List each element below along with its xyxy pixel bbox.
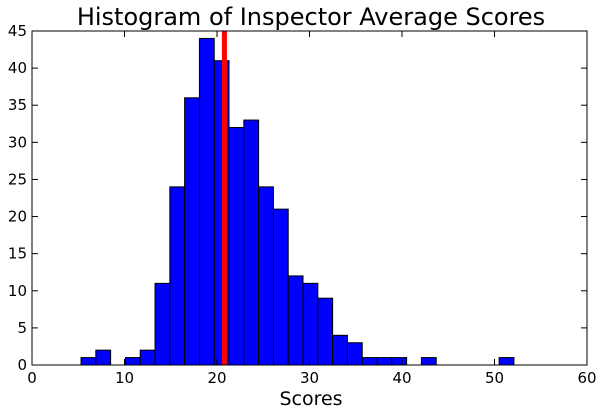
histogram-bar-19 bbox=[361, 357, 378, 366]
histogram-bar-20 bbox=[376, 357, 393, 366]
x-tick-label-20: 20 bbox=[207, 369, 226, 387]
y-tick-label-5: 5 bbox=[17, 319, 27, 337]
histogram-bar-11 bbox=[243, 119, 260, 366]
histogram-bars bbox=[80, 37, 515, 366]
x-axis-label: Scores bbox=[279, 388, 342, 410]
histogram-bar-23 bbox=[420, 357, 437, 366]
x-tick-label-10: 10 bbox=[115, 369, 134, 387]
y-tick-label-45: 45 bbox=[8, 22, 27, 40]
histogram-bar-15 bbox=[302, 282, 319, 366]
y-tick-label-20: 20 bbox=[8, 208, 27, 226]
histogram-bar-18 bbox=[346, 342, 363, 366]
histogram-bar-13 bbox=[272, 208, 289, 366]
histogram-bar-0 bbox=[80, 357, 97, 366]
histogram-bar-5 bbox=[154, 282, 171, 366]
y-tick-label-35: 35 bbox=[8, 96, 27, 114]
x-tick-label-0: 0 bbox=[27, 369, 37, 387]
histogram-bar-4 bbox=[139, 349, 156, 366]
histogram-bar-24 bbox=[498, 357, 515, 366]
y-tick-label-25: 25 bbox=[8, 170, 27, 188]
x-tick-label-40: 40 bbox=[392, 369, 411, 387]
x-tick-label-60: 60 bbox=[577, 369, 596, 387]
histogram-bar-3 bbox=[124, 357, 141, 366]
histogram-bar-21 bbox=[391, 357, 408, 366]
histogram-bar-16 bbox=[317, 297, 334, 366]
y-tick-label-0: 0 bbox=[17, 356, 27, 374]
y-tick-label-15: 15 bbox=[8, 245, 27, 263]
histogram-bar-14 bbox=[287, 275, 304, 366]
y-tick-label-30: 30 bbox=[8, 133, 27, 151]
x-tick-label-30: 30 bbox=[300, 369, 319, 387]
histogram-bar-1 bbox=[95, 349, 112, 366]
histogram-bar-8 bbox=[198, 37, 215, 366]
chart-title: Histogram of Inspector Average Scores bbox=[77, 3, 545, 31]
y-tick-label-40: 40 bbox=[8, 59, 27, 77]
histogram-bar-10 bbox=[228, 126, 245, 366]
histogram-bar-12 bbox=[258, 186, 274, 366]
x-tick-label-50: 50 bbox=[485, 369, 504, 387]
histogram-bar-7 bbox=[184, 97, 200, 366]
histogram-bar-17 bbox=[332, 334, 348, 366]
x-axis-tick-labels: 0 10 20 30 40 50 60 bbox=[27, 369, 596, 387]
y-tick-label-10: 10 bbox=[8, 282, 27, 300]
histogram-bar-6 bbox=[169, 186, 186, 366]
y-axis-tick-labels: 0 5 10 15 20 25 30 35 40 45 bbox=[8, 22, 27, 374]
axis-ticks bbox=[31, 30, 588, 366]
